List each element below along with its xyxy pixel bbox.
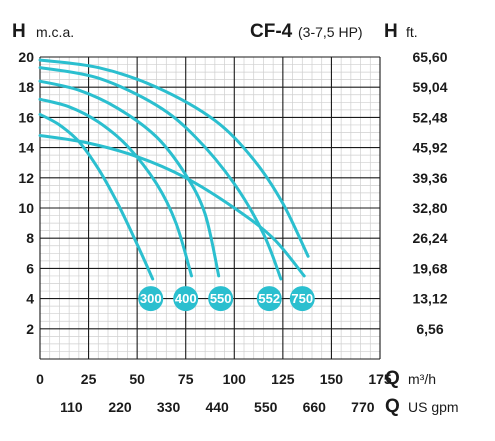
x-tick-labels: 0 25 50 75 100 125 150 175 — [36, 371, 392, 387]
y-axis-unit-left: m.c.a. — [36, 24, 74, 40]
y-tick-label: 4 — [26, 291, 34, 307]
curve-labels: 300 400 550 552 750 — [138, 286, 315, 312]
series-line-extra-5 — [38, 134, 306, 278]
x-tick-label: 125 — [271, 371, 295, 387]
x-tick-label-gpm: 220 — [108, 399, 132, 415]
x-tick-label: 150 — [320, 371, 344, 387]
x-tick-label: 25 — [81, 371, 97, 387]
y-axis-unit-right: ft. — [406, 24, 418, 40]
y-tick-label-ft: 65,60 — [412, 49, 447, 65]
x-axis-unit-top: m³/h — [408, 371, 436, 387]
curve-badge-label-300: 300 — [140, 291, 162, 306]
y-axis-symbol-right: H — [384, 21, 398, 42]
curve-badge-label-552: 552 — [258, 291, 280, 306]
y-tick-label: 14 — [18, 140, 34, 156]
curve-badge-label-550: 550 — [210, 291, 232, 306]
y-tick-label: 8 — [26, 230, 34, 246]
y-tick-label: 12 — [18, 170, 34, 186]
x-tick-label: 100 — [223, 371, 247, 387]
series-line-300 — [38, 112, 155, 281]
y-tick-label-ft: 6,56 — [416, 321, 443, 337]
curve-badge-550 — [208, 286, 234, 312]
curve-badge-750 — [289, 286, 315, 312]
x-axis-unit-bottom: US gpm — [408, 399, 459, 415]
y-tick-label-ft: 45,92 — [412, 140, 447, 156]
y-tick-label: 2 — [26, 321, 34, 337]
x-axis-symbol-top: Q — [385, 368, 400, 389]
curve-badge-400 — [173, 286, 199, 312]
curves — [38, 58, 310, 281]
y-tick-label-ft: 32,80 — [412, 200, 447, 216]
x-tick-label: 75 — [178, 371, 194, 387]
y-tick-label: 18 — [18, 79, 34, 95]
y-tick-labels-ft: 6,56 13,12 19,68 26,24 32,80 39,36 45,92 52,48 5… — [412, 49, 447, 337]
x-tick-label-gpm: 770 — [351, 399, 375, 415]
chart-title: CF-4 — [250, 21, 293, 42]
x-tick-label-gpm: 330 — [157, 399, 181, 415]
x-axis-symbol-bottom: Q — [385, 396, 400, 417]
y-tick-label: 10 — [18, 200, 34, 216]
y-tick-label-ft: 19,68 — [412, 260, 447, 276]
curve-badge-label-400: 400 — [175, 291, 197, 306]
x-tick-labels-gpm: 110 220 330 440 550 660 770 — [60, 399, 375, 415]
y-tick-label-ft: 13,12 — [412, 291, 447, 307]
curve-badge-300 — [138, 286, 164, 312]
y-tick-label-ft: 59,04 — [412, 79, 447, 95]
y-tick-label: 16 — [18, 109, 34, 125]
x-tick-label-gpm: 440 — [205, 399, 229, 415]
series-line-550 — [38, 79, 221, 278]
curve-badge-552 — [256, 286, 282, 312]
y-tick-label: 20 — [18, 49, 34, 65]
curve-badge-label-750: 750 — [291, 291, 313, 306]
x-tick-label-gpm: 110 — [60, 399, 83, 415]
y-tick-labels: 20 2 4 6 8 10 12 14 16 18 — [18, 49, 34, 337]
x-tick-label-gpm: 550 — [254, 399, 278, 415]
x-tick-label: 175 — [368, 371, 392, 387]
x-tick-label: 0 — [36, 371, 44, 387]
y-tick-label: 6 — [26, 260, 34, 276]
y-tick-label-ft: 39,36 — [412, 170, 447, 186]
x-tick-label: 50 — [129, 371, 145, 387]
grid — [39, 56, 381, 360]
x-tick-label-gpm: 660 — [303, 399, 327, 415]
chart-subtitle: (3-7,5 HP) — [298, 24, 363, 40]
series-line-552 — [38, 66, 283, 281]
y-axis-symbol-left: H — [12, 21, 26, 42]
series-line-750 — [38, 58, 310, 258]
series-line-400 — [38, 97, 193, 278]
y-tick-label-ft: 52,48 — [412, 109, 447, 125]
y-tick-label-ft: 26,24 — [412, 230, 447, 246]
